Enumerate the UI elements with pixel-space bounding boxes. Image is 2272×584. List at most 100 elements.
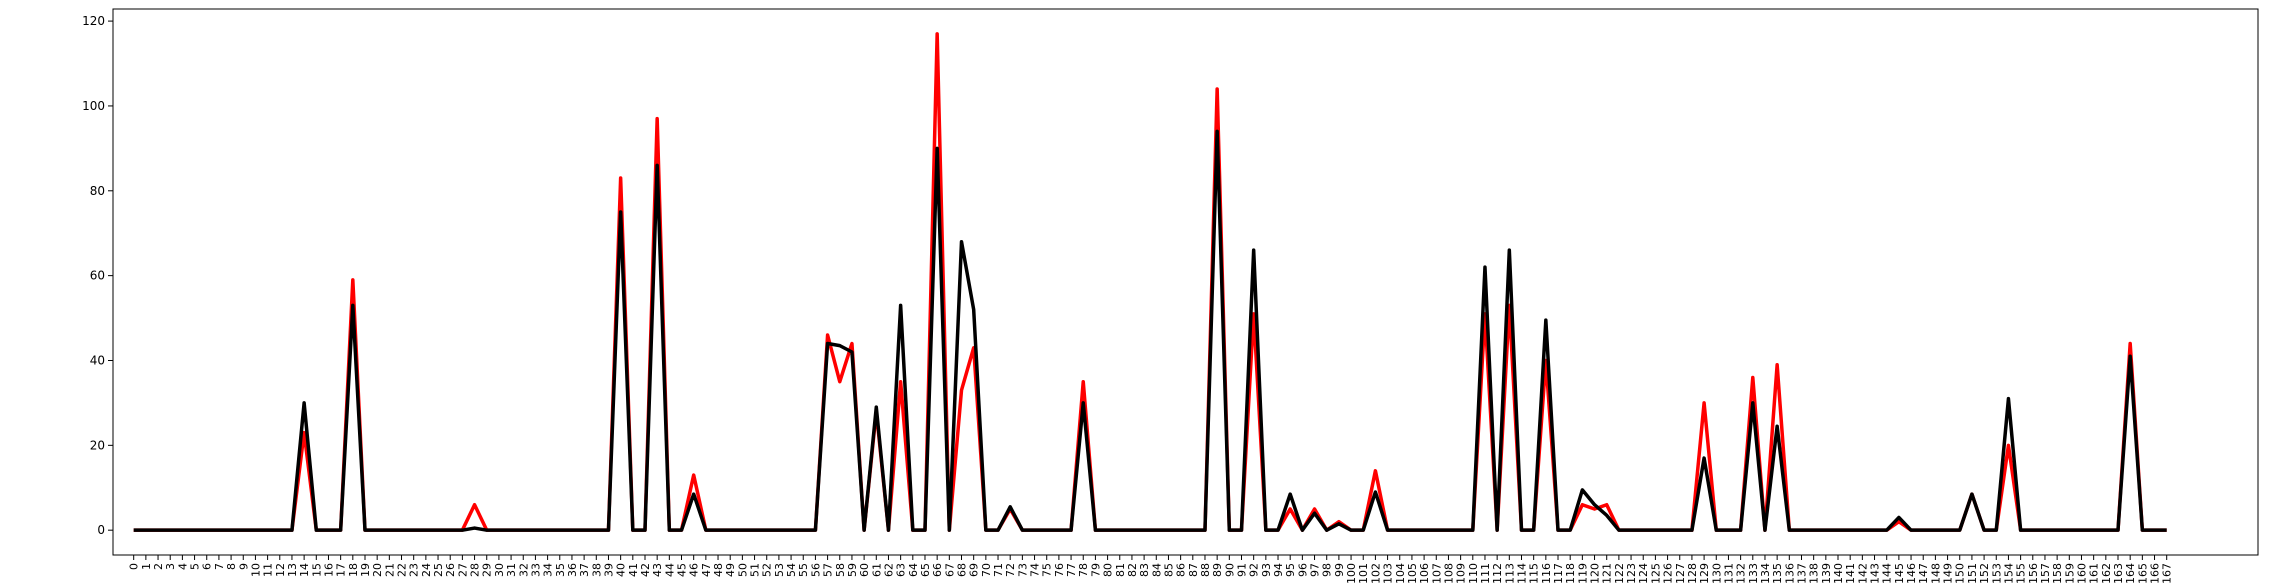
x-tick-label: 6	[201, 563, 214, 570]
x-tick-label: 75	[1041, 563, 1054, 577]
x-tick-label: 117	[1552, 563, 1565, 584]
x-tick-label: 14	[298, 563, 311, 577]
x-tick-label: 74	[1029, 563, 1042, 577]
x-tick-label: 36	[566, 563, 579, 577]
x-tick-label: 28	[469, 563, 482, 577]
x-tick-label: 112	[1491, 563, 1504, 584]
x-tick-label: 98	[1321, 563, 1334, 577]
x-tick-label: 85	[1162, 563, 1175, 577]
x-tick-label: 93	[1260, 563, 1273, 577]
x-tick-label: 124	[1637, 563, 1650, 584]
x-tick-label: 150	[1954, 563, 1967, 584]
x-tick-label: 156	[2027, 563, 2040, 584]
x-tick-label: 47	[700, 563, 713, 577]
x-tick-label: 144	[1881, 563, 1894, 584]
x-tick-label: 66	[931, 563, 944, 577]
x-tick-label: 35	[554, 563, 567, 577]
x-tick-label: 60	[858, 563, 871, 577]
x-tick-label: 20	[371, 563, 384, 577]
x-tick-label: 159	[2063, 563, 2076, 584]
y-tick-label: 100	[82, 99, 105, 113]
x-tick-label: 147	[1917, 563, 1930, 584]
x-tick-label: 19	[359, 563, 372, 577]
x-tick-label: 134	[1759, 563, 1772, 584]
x-tick-label: 109	[1455, 563, 1468, 584]
x-tick-label: 16	[322, 563, 335, 577]
x-tick-label: 1	[140, 563, 153, 570]
x-tick-label: 44	[663, 563, 676, 577]
x-tick-label: 65	[919, 563, 932, 577]
x-tick-label: 32	[517, 563, 530, 577]
x-tick-label: 163	[2112, 563, 2125, 584]
x-tick-label: 46	[688, 563, 701, 577]
y-tick-label: 40	[90, 353, 105, 367]
x-tick-label: 45	[676, 563, 689, 577]
x-tick-label: 57	[822, 563, 835, 577]
x-tick-label: 118	[1564, 563, 1577, 584]
x-tick-label: 81	[1114, 563, 1127, 577]
x-tick-label: 136	[1783, 563, 1796, 584]
x-tick-label: 4	[176, 563, 189, 570]
x-tick-label: 130	[1710, 563, 1723, 584]
x-tick-label: 30	[493, 563, 506, 577]
x-tick-label: 25	[432, 563, 445, 577]
x-tick-label: 63	[895, 563, 908, 577]
x-tick-label: 116	[1540, 563, 1553, 584]
x-tick-label: 141	[1844, 563, 1857, 584]
x-tick-label: 55	[797, 563, 810, 577]
x-tick-label: 80	[1102, 563, 1115, 577]
x-tick-label: 3	[164, 563, 177, 570]
x-tick-label: 84	[1150, 563, 1163, 577]
x-tick-label: 111	[1479, 563, 1492, 584]
x-tick-label: 53	[773, 563, 786, 577]
x-tick-label: 11	[262, 563, 275, 577]
x-tick-label: 34	[542, 563, 555, 577]
x-tick-label: 78	[1077, 563, 1090, 577]
x-tick-label: 131	[1722, 563, 1735, 584]
x-tick-label: 7	[213, 563, 226, 570]
x-tick-label: 24	[420, 563, 433, 577]
x-tick-label: 90	[1223, 563, 1236, 577]
x-tick-label: 89	[1211, 563, 1224, 577]
x-tick-label: 113	[1503, 563, 1516, 584]
x-tick-label: 100	[1345, 563, 1358, 584]
x-tick-label: 94	[1272, 563, 1285, 577]
x-tick-label: 162	[2100, 563, 2113, 584]
x-tick-label: 79	[1089, 563, 1102, 577]
x-tick-label: 23	[408, 563, 421, 577]
x-tick-label: 33	[529, 563, 542, 577]
x-tick-label: 125	[1649, 563, 1662, 584]
y-tick-label: 20	[90, 438, 105, 452]
x-tick-label: 10	[249, 563, 262, 577]
x-tick-label: 69	[968, 563, 981, 577]
x-tick-label: 42	[639, 563, 652, 577]
x-tick-label: 37	[578, 563, 591, 577]
x-tick-label: 18	[347, 563, 360, 577]
x-tick-label: 154	[2002, 563, 2015, 584]
x-tick-label: 143	[1869, 563, 1882, 584]
x-tick-label: 49	[724, 563, 737, 577]
x-tick-label: 114	[1515, 563, 1528, 584]
y-tick-label: 120	[82, 14, 105, 28]
x-tick-label: 139	[1820, 563, 1833, 584]
x-tick-label: 73	[1016, 563, 1029, 577]
x-tick-label: 152	[1978, 563, 1991, 584]
x-tick-label: 104	[1394, 563, 1407, 584]
x-tick-label: 13	[286, 563, 299, 577]
x-tick-label: 121	[1601, 563, 1614, 584]
x-tick-label: 39	[602, 563, 615, 577]
x-tick-label: 82	[1126, 563, 1139, 577]
x-tick-label: 83	[1138, 563, 1151, 577]
x-tick-label: 17	[335, 563, 348, 577]
x-tick-label: 22	[396, 563, 409, 577]
x-tick-label: 140	[1832, 563, 1845, 584]
x-tick-label: 133	[1747, 563, 1760, 584]
x-tick-label: 161	[2088, 563, 2101, 584]
x-tick-label: 68	[956, 563, 969, 577]
x-tick-label: 103	[1382, 563, 1395, 584]
x-tick-label: 132	[1735, 563, 1748, 584]
x-tick-label: 27	[456, 563, 469, 577]
x-tick-label: 167	[2161, 563, 2174, 584]
x-tick-label: 127	[1674, 563, 1687, 584]
